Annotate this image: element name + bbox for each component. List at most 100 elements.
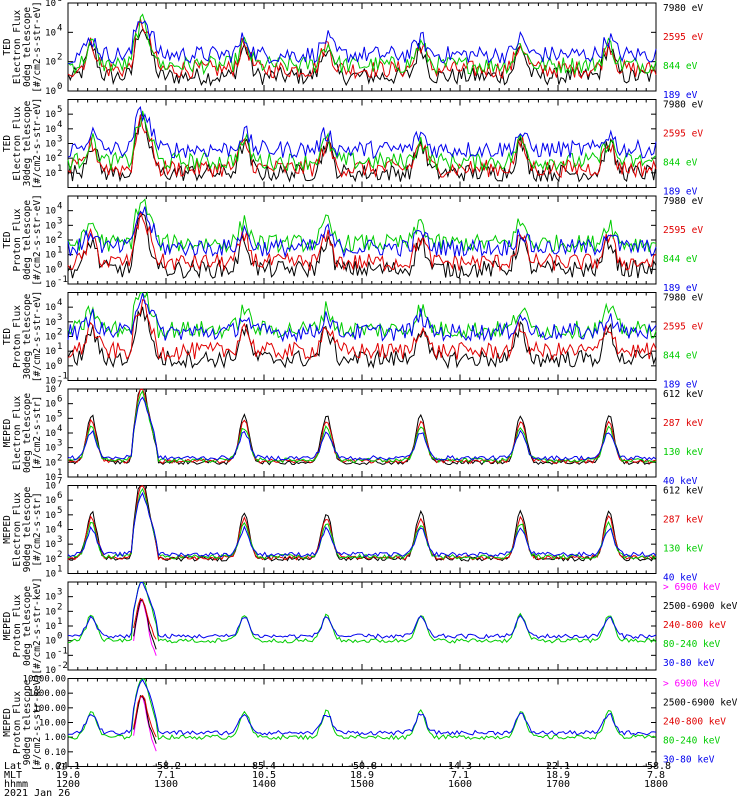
y-tick-label: 100.00 (33, 704, 66, 714)
y-tick-exponent: 2 (57, 53, 62, 63)
y-tick-exponent: 5 (57, 506, 62, 516)
ephemeris-value: 85.4 (252, 761, 276, 772)
y-tick-exponent: 6 (57, 491, 62, 501)
series-line (67, 114, 657, 183)
y-tick-label: 10 (45, 140, 56, 150)
y-axis-label: TEDProton Flux30deg telescope[#/cm2-s-st… (2, 291, 43, 383)
y-axis-label-line: 30deg telescope (22, 293, 33, 379)
channel-label: 2500-6900 keV (663, 698, 738, 709)
y-axis-label-line: [#/cm2-s-str-eV] (32, 1, 43, 93)
ephemeris-value: 18.9 (546, 770, 570, 781)
ephemeris-value: 1800 (644, 779, 668, 790)
channel-label: 2595 eV (663, 322, 703, 333)
channel-label: 287 keV (663, 418, 703, 429)
y-axis-label-line: MEPED (2, 418, 13, 447)
panel-frame (67, 292, 657, 381)
channel-label: 130 keV (663, 544, 703, 555)
ephemeris-value: 7.1 (451, 770, 469, 781)
series-line (67, 298, 657, 362)
y-tick-exponent: 3 (57, 135, 62, 145)
channel-label: 844 eV (663, 158, 698, 169)
series-line (67, 13, 657, 76)
channel-label: 189 eV (663, 380, 698, 391)
y-axis-label-line: TED (2, 328, 13, 345)
series-line (67, 28, 657, 87)
channel-label: > 6900 keV (663, 582, 720, 593)
y-axis-label-line: Proton Flux (12, 594, 23, 657)
y-tick-exponent: 5 (57, 409, 62, 419)
y-tick-label: 10 (45, 429, 56, 439)
y-tick-exponent: 4 (57, 521, 62, 531)
y-axis-label-line: [#/cm2-s-str-eV] (32, 291, 43, 383)
y-tick-label: 10 (45, 154, 56, 164)
y-tick-exponent: 4 (57, 202, 62, 212)
y-tick-label: 10 (45, 318, 56, 328)
series-line (67, 491, 657, 558)
ephemeris-value: -58.8 (641, 761, 671, 772)
y-tick-exponent: 7 (57, 477, 62, 487)
y-axis-label-line: 30deg telescope (22, 100, 33, 186)
channel-label: 80-240 keV (663, 736, 720, 747)
series-line (67, 213, 657, 279)
y-tick-exponent: 2 (57, 328, 62, 338)
y-axis-label-line: Electron Flux (12, 10, 23, 85)
y-tick-label: 10 (45, 526, 56, 536)
series-line (67, 388, 657, 465)
ephemeris-row-label: MLT (4, 770, 22, 781)
y-tick-label: 0.10 (44, 748, 66, 758)
series-line (67, 106, 657, 160)
channel-label: 80-240 keV (663, 639, 720, 650)
series-line (67, 210, 657, 272)
y-tick-exponent: 3 (57, 313, 62, 323)
panel-ted-electron-0deg: 100102104106TEDElectron Flux0deg telesco… (2, 0, 703, 101)
channel-label: 7980 eV (663, 196, 703, 207)
channel-label: 30-80 keV (663, 755, 715, 766)
y-tick-exponent: 0 (57, 82, 62, 92)
y-tick-label: 10 (45, 207, 56, 217)
y-tick-label: 10 (45, 347, 56, 357)
y-tick-label: 10 (45, 362, 56, 372)
series-line (67, 485, 657, 561)
y-axis-label-line: Electron Flux (12, 106, 23, 181)
channel-label: 612 keV (663, 389, 703, 400)
series-line (67, 292, 657, 343)
channel-label: 189 eV (663, 90, 698, 101)
y-tick-exponent: 2 (57, 550, 62, 560)
y-axis-label-line: Electron Flux (12, 492, 23, 567)
y-tick-exponent: 6 (57, 395, 62, 405)
y-tick-label: 10 (45, 540, 56, 550)
series-line (67, 110, 657, 173)
y-tick-label: 10.00 (39, 719, 66, 729)
y-tick-exponent: 1 (57, 565, 62, 575)
y-tick-exponent: 0 (57, 260, 62, 270)
y-axis-label-line: [#/cm2-s-str-keV] (32, 674, 43, 771)
y-axis-label-line: Proton Flux (12, 305, 23, 368)
series-line (67, 306, 657, 370)
ephemeris-value: 1400 (252, 779, 276, 790)
ephemeris-value: 1600 (448, 779, 472, 790)
y-tick-exponent: 2 (57, 453, 62, 463)
y-tick-label: 10 (45, 385, 56, 395)
y-tick-exponent: 3 (57, 535, 62, 545)
ephemeris-value: 1300 (154, 779, 178, 790)
channel-label: 2500-6900 keV (663, 601, 738, 612)
channel-label: 2595 eV (663, 32, 703, 43)
y-tick-exponent: 3 (57, 439, 62, 449)
ephemeris-value: 14.3 (448, 761, 472, 772)
channel-label: 240-800 keV (663, 717, 726, 728)
y-axis-label-line: [#/cm2-s-str] (32, 492, 43, 566)
ephemeris-value: 7.8 (647, 770, 665, 781)
y-axis-label-line: 0deg telescope (22, 7, 33, 87)
y-tick-label: 10 (45, 280, 56, 290)
channel-label: > 6900 keV (663, 679, 720, 690)
y-axis-label: MEPEDElectron Flux90deg telescope[#/cm2-… (2, 486, 43, 572)
ephemeris-value: 1500 (350, 779, 374, 790)
series-line (133, 597, 157, 640)
y-tick-label: 10 (45, 377, 56, 387)
y-tick-exponent: -1 (57, 646, 68, 656)
y-axis-label: MEPEDElectron Flux0deg telescope[#/cm2-s… (2, 393, 43, 473)
